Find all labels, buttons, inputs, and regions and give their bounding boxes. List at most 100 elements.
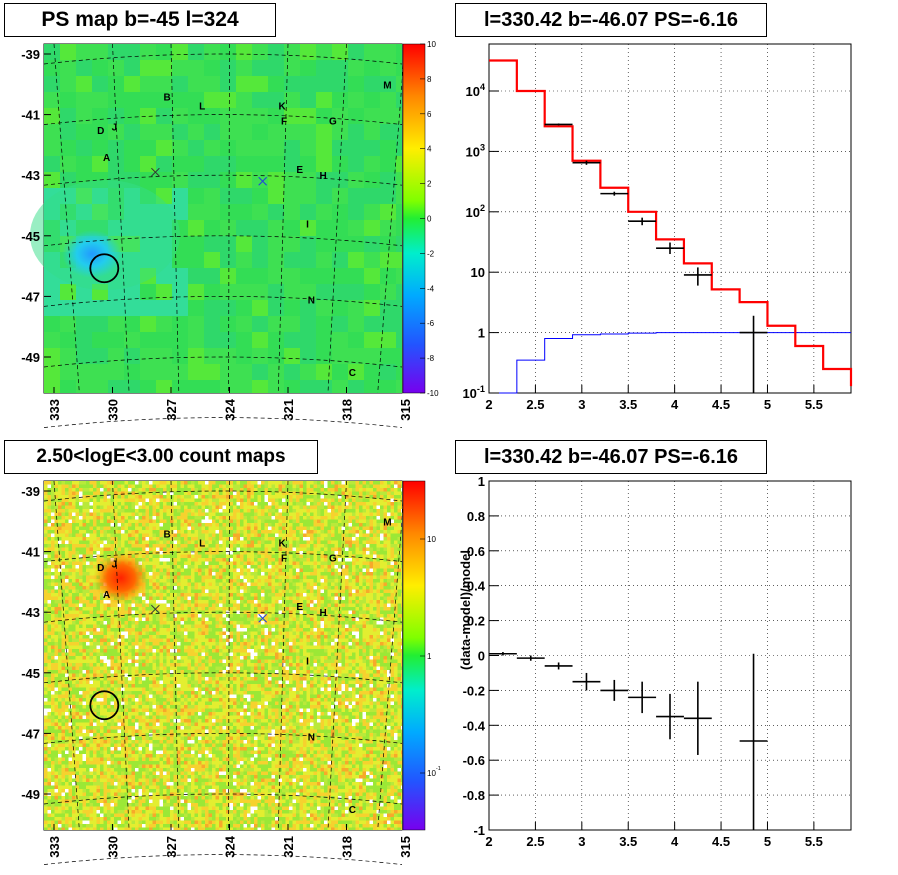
- heat-cell: [184, 516, 188, 520]
- heat-cell: [124, 44, 140, 60]
- heat-cell: [170, 568, 174, 572]
- heat-cell: [348, 92, 364, 108]
- heat-cell: [252, 300, 268, 316]
- heat-cell: [89, 621, 93, 625]
- heat-cell: [233, 568, 237, 572]
- heat-cell: [247, 624, 251, 628]
- heat-cell: [205, 547, 209, 551]
- heat-cell: [332, 252, 348, 268]
- heat-cell: [219, 561, 223, 565]
- heat-cell: [334, 586, 338, 590]
- heat-cell: [373, 572, 377, 576]
- heat-cell: [355, 519, 359, 523]
- heat-cell: [366, 558, 370, 562]
- heat-cell: [310, 593, 314, 597]
- heat-cell: [60, 60, 76, 76]
- heat-cell: [149, 568, 153, 572]
- heat-cell: [166, 596, 170, 600]
- heat-cell: [152, 498, 156, 502]
- heat-cell: [369, 614, 373, 618]
- heat-cell: [247, 558, 251, 562]
- heat-cell: [208, 589, 212, 593]
- heat-cell: [212, 526, 216, 530]
- heat-cell: [89, 516, 93, 520]
- heat-cell: [54, 568, 58, 572]
- heat-cell: [394, 491, 398, 495]
- heat-cell: [324, 547, 328, 551]
- heat-cell: [345, 561, 349, 565]
- heat-cell: [152, 537, 156, 541]
- heat-cell: [373, 558, 377, 562]
- heat-cell: [65, 526, 69, 530]
- heat-cell: [397, 614, 401, 618]
- heat-cell: [396, 172, 402, 188]
- heat-cell: [205, 593, 209, 597]
- heat-cell: [289, 582, 293, 586]
- heat-cell: [355, 523, 359, 527]
- heat-cell: [180, 495, 184, 499]
- heat-cell: [348, 579, 352, 583]
- heat-cell: [108, 156, 124, 172]
- heat-cell: [373, 614, 377, 618]
- heat-cell: [187, 621, 191, 625]
- heat-cell: [44, 547, 48, 551]
- heat-cell: [58, 617, 62, 621]
- heat-cell: [117, 523, 121, 527]
- heat-cell: [188, 124, 204, 140]
- heat-cell: [233, 624, 237, 628]
- heat-cell: [236, 558, 240, 562]
- heat-cell: [208, 498, 212, 502]
- heat-cell: [341, 603, 345, 607]
- heat-cell: [268, 484, 272, 488]
- heat-cell: [170, 488, 174, 492]
- heat-cell: [396, 332, 402, 348]
- heat-cell: [390, 537, 394, 541]
- heat-cell: [327, 624, 331, 628]
- heat-cell: [47, 575, 51, 579]
- heat-cell: [184, 505, 188, 509]
- heat-cell: [331, 551, 335, 555]
- heat-cell: [222, 554, 226, 558]
- heat-cell: [383, 624, 387, 628]
- heat-cell: [359, 582, 363, 586]
- heat-cell: [149, 596, 153, 600]
- heat-cell: [79, 582, 83, 586]
- heat-cell: [110, 502, 114, 506]
- heat-cell: [194, 502, 198, 506]
- heat-cell: [345, 610, 349, 614]
- heat-cell: [303, 537, 307, 541]
- heat-cell: [390, 547, 394, 551]
- heat-cell: [76, 44, 92, 60]
- heat-cell: [380, 519, 384, 523]
- heat-cell: [159, 575, 163, 579]
- heat-cell: [215, 526, 219, 530]
- heat-cell: [163, 617, 167, 621]
- heat-cell: [300, 348, 316, 364]
- heat-cell: [376, 502, 380, 506]
- heat-cell: [173, 519, 177, 523]
- heat-cell: [261, 610, 265, 614]
- heat-cell: [296, 526, 300, 530]
- colorbar-tick-label: 8: [427, 75, 432, 84]
- heat-cell: [306, 502, 310, 506]
- heat-cell: [187, 568, 191, 572]
- heat-cell: [341, 572, 345, 576]
- heat-cell: [240, 537, 244, 541]
- heat-cell: [243, 558, 247, 562]
- heat-cell: [173, 607, 177, 611]
- heat-cell: [275, 516, 279, 520]
- heat-cell: [75, 607, 79, 611]
- heat-cell: [215, 516, 219, 520]
- heat-cell: [369, 572, 373, 576]
- heat-cell: [145, 502, 149, 506]
- heat-cell: [380, 544, 384, 548]
- heat-cell: [240, 491, 244, 495]
- heat-cell: [229, 516, 233, 520]
- heat-cell: [72, 519, 76, 523]
- heat-cell: [177, 554, 181, 558]
- heat-cell: [44, 44, 60, 60]
- heat-cell: [387, 547, 391, 551]
- heat-cell: [86, 551, 90, 555]
- heat-cell: [317, 589, 321, 593]
- heat-cell: [215, 624, 219, 628]
